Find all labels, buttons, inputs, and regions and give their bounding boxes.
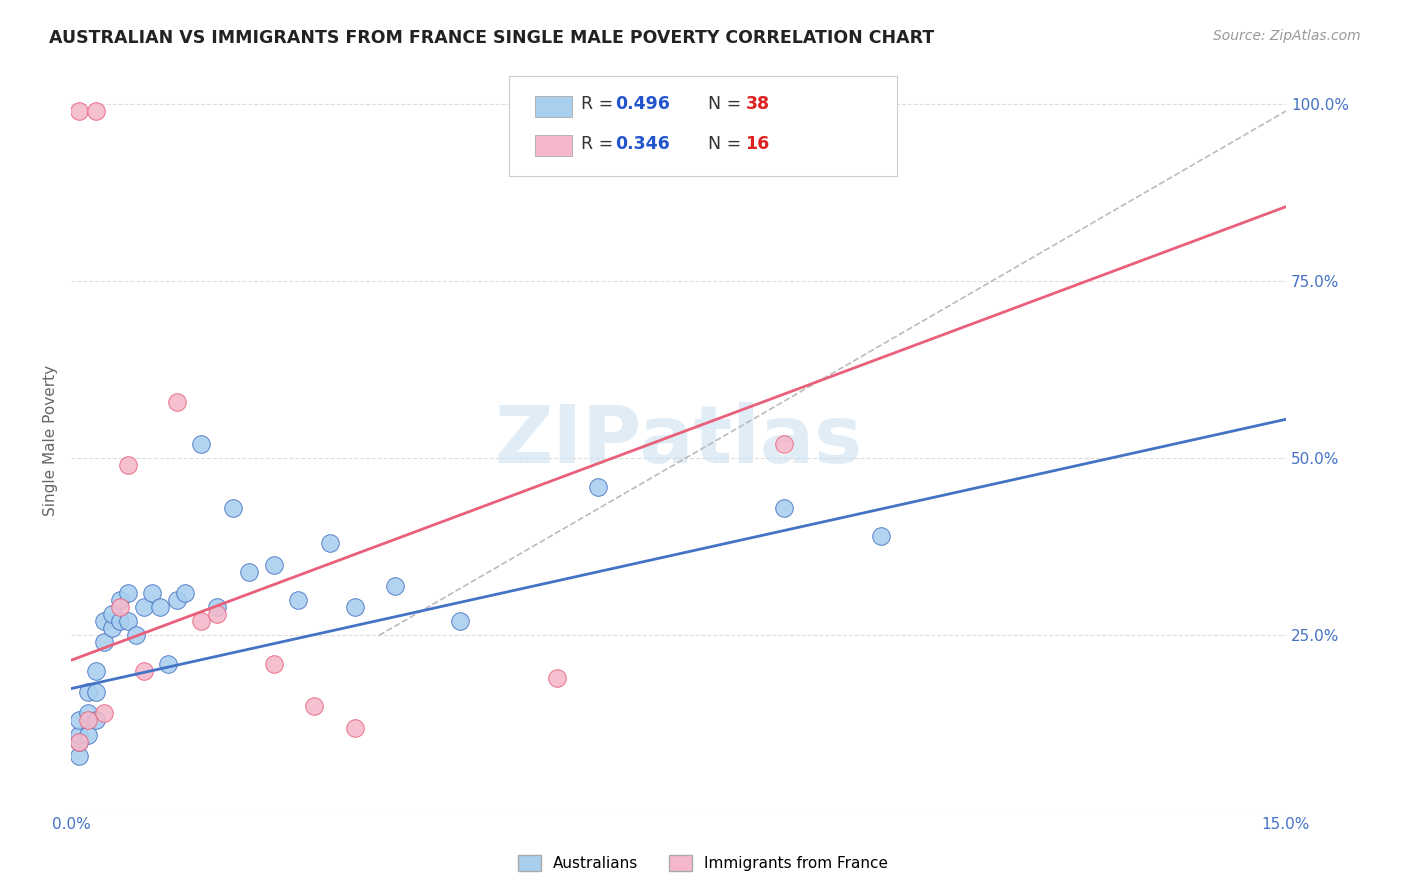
Point (84, 714, 107, 728)
Text: N =: N = (697, 95, 747, 113)
Point (238, 565, 260, 579)
Point (263, 558, 285, 572)
Text: AUSTRALIAN VS IMMIGRANTS FROM FRANCE SINGLE MALE POVERTY CORRELATION CHART: AUSTRALIAN VS IMMIGRANTS FROM FRANCE SIN… (49, 29, 935, 46)
Point (166, 593, 188, 607)
Point (67, 728, 90, 742)
Text: 0.496: 0.496 (616, 95, 671, 113)
Point (67, 748, 90, 763)
Point (76, 685, 98, 699)
Point (101, 607, 124, 621)
Point (222, 500, 245, 515)
Point (205, 607, 228, 621)
Point (117, 614, 139, 628)
Point (343, 600, 366, 615)
Point (304, 699, 326, 714)
Text: Source: ZipAtlas.com: Source: ZipAtlas.com (1213, 29, 1361, 43)
Point (870, 529, 893, 543)
Point (84, 664, 107, 678)
Point (263, 657, 285, 671)
Point (773, 500, 796, 515)
Point (343, 721, 366, 735)
Y-axis label: Single Male Poverty: Single Male Poverty (44, 365, 58, 516)
Point (76, 728, 98, 742)
Point (117, 586, 139, 600)
Point (117, 458, 139, 473)
Text: R =: R = (582, 136, 619, 153)
Point (141, 586, 163, 600)
Point (773, 437, 796, 451)
Point (586, 480, 609, 494)
Point (134, 664, 156, 678)
Point (67, 103, 90, 118)
Text: ZIPatlas: ZIPatlas (495, 401, 863, 480)
Point (93, 706, 115, 721)
Point (108, 600, 131, 615)
Point (319, 536, 342, 550)
Point (173, 586, 195, 600)
Text: N =: N = (697, 136, 747, 153)
FancyBboxPatch shape (536, 136, 572, 156)
Point (125, 628, 148, 642)
Point (84, 103, 107, 118)
Point (134, 600, 156, 615)
Point (157, 657, 180, 671)
Point (67, 714, 90, 728)
Point (149, 600, 172, 615)
Point (546, 671, 568, 685)
Point (108, 593, 131, 607)
Point (108, 614, 131, 628)
FancyBboxPatch shape (536, 96, 572, 117)
Point (84, 685, 107, 699)
Point (67, 734, 90, 748)
Point (93, 614, 115, 628)
Point (449, 614, 471, 628)
Point (190, 614, 212, 628)
Point (287, 593, 309, 607)
Text: 38: 38 (745, 95, 769, 113)
Point (67, 734, 90, 748)
Text: 16: 16 (745, 136, 769, 153)
Text: 0.346: 0.346 (616, 136, 671, 153)
Point (384, 579, 406, 593)
Point (76, 706, 98, 721)
FancyBboxPatch shape (509, 76, 897, 177)
Point (93, 635, 115, 649)
Text: R =: R = (582, 95, 619, 113)
Point (101, 621, 124, 635)
Point (205, 600, 228, 615)
Legend: Australians, Immigrants from France: Australians, Immigrants from France (512, 849, 894, 877)
Point (190, 437, 212, 451)
Point (166, 394, 188, 409)
Point (76, 714, 98, 728)
